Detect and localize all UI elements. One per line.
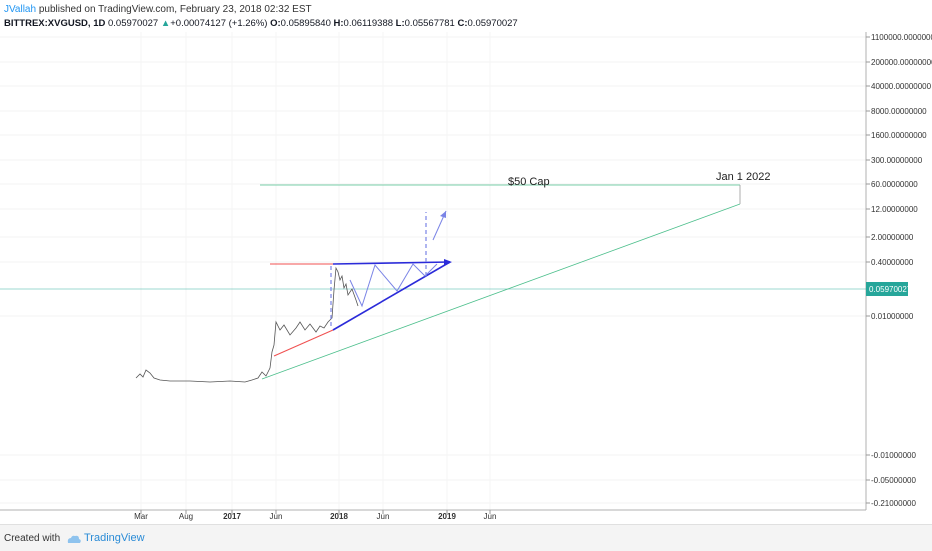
x-tick-label: 2019 xyxy=(438,512,456,521)
open-value: 0.05895840 xyxy=(280,18,331,29)
tradingview-link[interactable]: TradingView xyxy=(84,532,145,544)
y-tick-label: 2.00000000 xyxy=(871,233,914,242)
y-tick-label: -0.05000000 xyxy=(871,476,916,485)
long-trend-line[interactable] xyxy=(261,203,741,380)
arrow-head-icon xyxy=(440,211,446,218)
up-arrow-icon: ▲ xyxy=(160,18,171,29)
grid xyxy=(0,32,866,510)
open-label: O: xyxy=(270,18,281,29)
red-trend-line[interactable] xyxy=(273,329,334,357)
x-tick-label: Mar xyxy=(134,512,148,521)
symbol-info: BITTREX:XVGUSD, 1D 0.05970027 ▲+0.000741… xyxy=(4,18,518,29)
x-tick-label: 2018 xyxy=(330,512,348,521)
price-series-line xyxy=(135,266,359,383)
x-tick-label: 2017 xyxy=(223,512,241,521)
tradingview-logo-icon xyxy=(66,532,82,550)
y-tick-label: -0.21000000 xyxy=(871,499,916,508)
y-tick-label: 12.00000000 xyxy=(871,205,918,214)
cap-label[interactable]: $50 Cap xyxy=(508,176,550,188)
chart-header: JVallah published on TradingView.com, Fe… xyxy=(0,0,932,32)
close-value: 0.05970027 xyxy=(467,18,518,29)
y-tick-label: 0.01000000 xyxy=(871,312,914,321)
low-label: L: xyxy=(395,18,405,29)
triangle-top-line[interactable] xyxy=(332,261,451,265)
y-tick-label: 40000.00000000 xyxy=(871,82,932,91)
price-chart[interactable]: 1100000.00000000 200000.00000000 40000.000… xyxy=(0,0,932,524)
projected-zigzag[interactable] xyxy=(349,263,438,308)
time-axis[interactable]: Mar Aug 2017 Jun 2018 Jun 2019 Jun xyxy=(134,510,496,521)
publish-info: JVallah published on TradingView.com, Fe… xyxy=(4,4,312,15)
high-label: H: xyxy=(333,18,344,29)
current-price-badge xyxy=(866,282,908,296)
triangle-bottom-line[interactable] xyxy=(332,261,451,331)
created-with-text: Created with xyxy=(4,533,61,544)
y-tick-label: 200000.00000000 xyxy=(871,58,932,67)
y-tick-label: 0.40000000 xyxy=(871,258,914,267)
y-tick-label: -0.01000000 xyxy=(871,451,916,460)
date-label[interactable]: Jan 1 2022 xyxy=(716,171,770,183)
x-tick-label: Jun xyxy=(377,512,390,521)
close-label: C: xyxy=(457,18,468,29)
high-value: 0.06119388 xyxy=(343,18,394,29)
author-link[interactable]: JVallah xyxy=(4,4,37,15)
triangle-apex-icon xyxy=(444,259,452,266)
y-tick-label: 8000.00000000 xyxy=(871,107,927,116)
last-price: 0.05970027 xyxy=(108,18,159,29)
current-price-badge-text: 0.05970027 xyxy=(869,285,912,294)
symbol-name[interactable]: BITTREX:XVGUSD, 1D xyxy=(4,18,106,29)
price-axis[interactable]: 1100000.00000000 200000.00000000 40000.000… xyxy=(866,33,932,508)
y-tick-label: 60.00000000 xyxy=(871,180,918,189)
y-tick-label: 1600.00000000 xyxy=(871,131,927,140)
x-tick-label: Jun xyxy=(270,512,283,521)
y-tick-label: 1100000.00000000 xyxy=(871,33,932,42)
footer: Created with TradingView xyxy=(0,524,932,551)
x-tick-label: Jun xyxy=(484,512,497,521)
y-tick-label: 300.00000000 xyxy=(871,156,923,165)
low-value: 0.05567781 xyxy=(404,18,455,29)
x-tick-label: Aug xyxy=(179,512,193,521)
price-change: +0.00074127 (+1.26%) xyxy=(170,18,268,29)
publish-text: published on TradingView.com, February 2… xyxy=(38,4,312,15)
